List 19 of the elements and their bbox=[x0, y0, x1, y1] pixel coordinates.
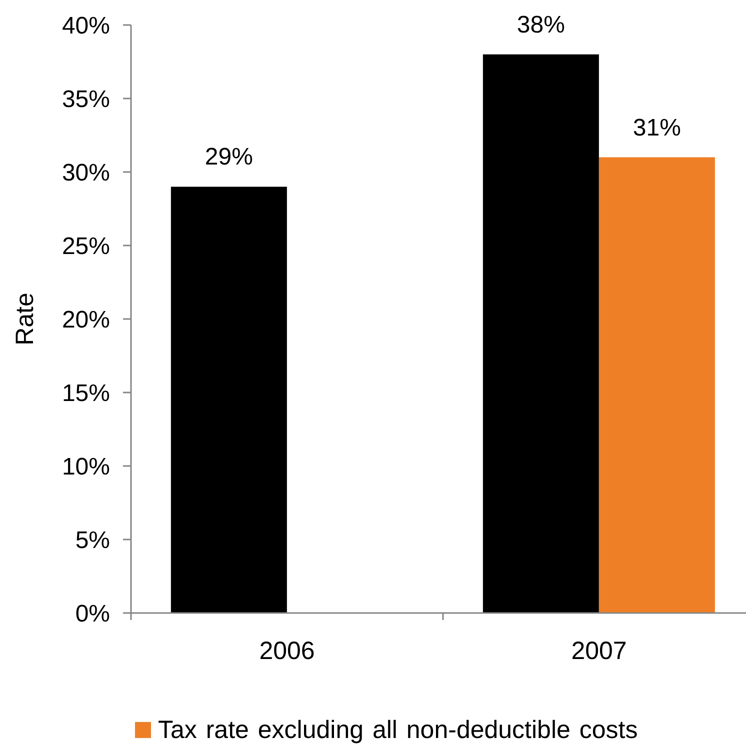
x-tick-label: 2007 bbox=[571, 637, 627, 665]
x-tick-label: 2006 bbox=[259, 637, 315, 665]
data-label: 29% bbox=[204, 144, 253, 171]
legend-label: Tax rate excluding all non-deductible costs bbox=[158, 716, 638, 744]
bar bbox=[598, 157, 715, 613]
y-tick-label: 40% bbox=[62, 12, 110, 40]
data-label: 31% bbox=[632, 114, 681, 142]
y-tick-label: 25% bbox=[62, 233, 110, 260]
y-tick-label: 15% bbox=[62, 380, 110, 408]
y-tick-label: 0% bbox=[75, 600, 110, 628]
bar bbox=[170, 186, 287, 613]
data-label: 38% bbox=[516, 11, 565, 38]
y-tick-label: 30% bbox=[62, 160, 110, 187]
y-tick-label: 35% bbox=[62, 86, 110, 114]
y-tick-label: 10% bbox=[62, 454, 110, 481]
bar bbox=[482, 54, 599, 613]
y-tick-label: 5% bbox=[75, 527, 110, 554]
y-axis-title: Rate bbox=[11, 292, 39, 346]
y-tick-label: 20% bbox=[62, 306, 110, 334]
